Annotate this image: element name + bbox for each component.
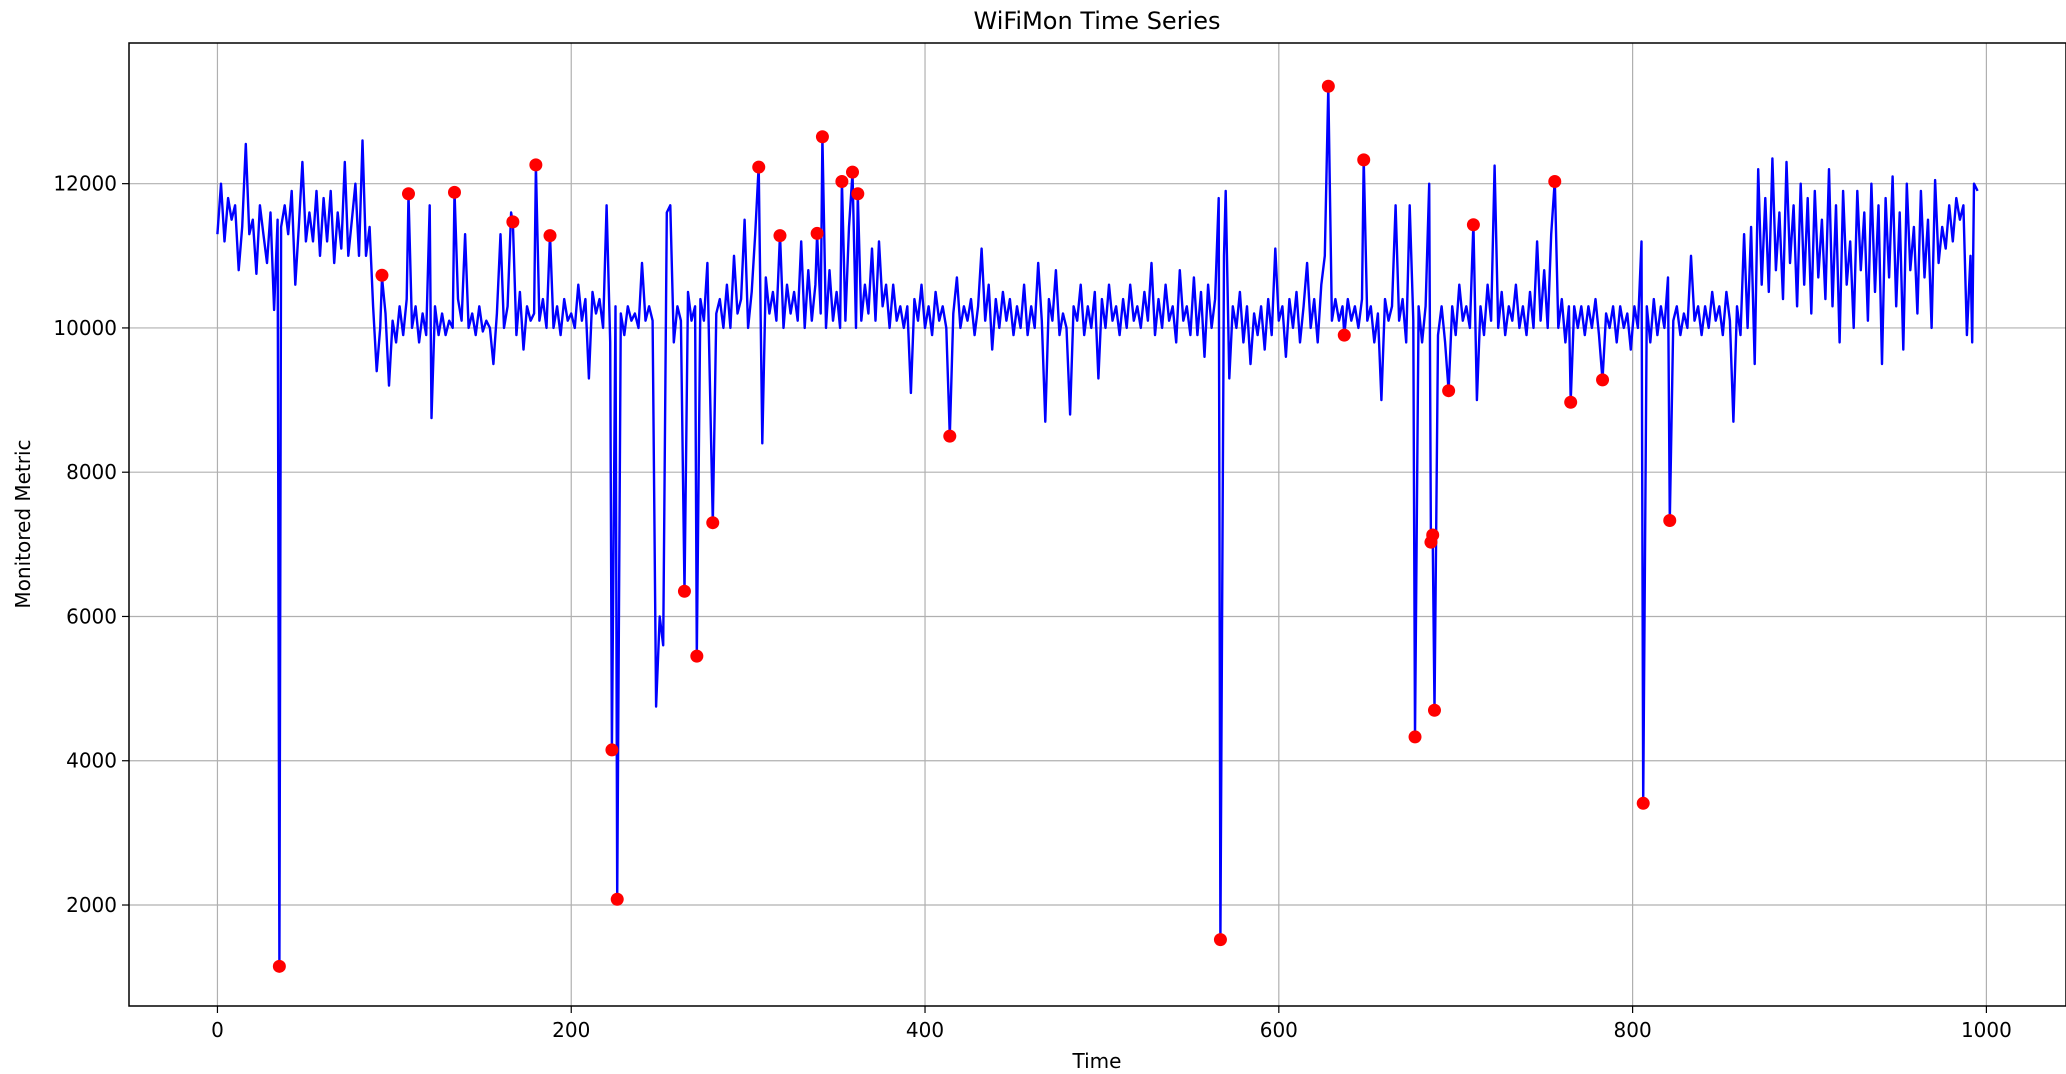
anomaly-point — [810, 226, 824, 240]
x-tick-label: 400 — [906, 1018, 944, 1042]
anomaly-markers — [272, 79, 1677, 973]
anomaly-point — [1442, 384, 1456, 398]
y-tick-label: 10000 — [53, 316, 117, 340]
x-axis-ticks: 0 200 400 600 800 1000 — [211, 1006, 2012, 1042]
anomaly-point — [1596, 373, 1610, 387]
plot-frame — [128, 42, 2066, 1007]
grid-lines — [129, 43, 2066, 1006]
series-layer — [216, 85, 1979, 968]
anomaly-point — [605, 743, 619, 757]
anomaly-point — [610, 892, 624, 906]
anomaly-point — [1408, 730, 1422, 744]
x-tick-label: 800 — [1614, 1018, 1652, 1042]
x-tick-label: 1000 — [1961, 1018, 2012, 1042]
y-axis-label: Monitored Metric — [11, 439, 35, 608]
series-line — [216, 85, 1979, 968]
anomaly-point — [835, 174, 849, 188]
anomaly-point — [846, 165, 860, 179]
anomaly-point — [1321, 79, 1335, 93]
y-tick-label: 4000 — [66, 749, 117, 773]
y-tick-label: 2000 — [66, 893, 117, 917]
anomaly-point — [1564, 395, 1578, 409]
y-tick-label: 12000 — [53, 172, 117, 196]
anomaly-point — [543, 229, 557, 243]
anomaly-point — [1636, 796, 1650, 810]
y-tick-label: 6000 — [66, 604, 117, 628]
anomaly-point — [447, 185, 461, 199]
x-axis-label: Time — [1072, 1049, 1122, 1073]
anomaly-point — [401, 187, 415, 201]
anomaly-point — [1466, 218, 1480, 232]
anomaly-point — [1663, 514, 1677, 528]
anomaly-point — [1426, 528, 1440, 542]
anomaly-point — [851, 187, 865, 201]
anomaly-point — [529, 158, 543, 172]
anomaly-point — [375, 268, 389, 282]
anomaly-point — [1337, 328, 1351, 342]
anomaly-point — [706, 516, 720, 530]
anomaly-point — [1213, 933, 1227, 947]
anomaly-point — [1427, 703, 1441, 717]
x-tick-label: 200 — [552, 1018, 590, 1042]
x-tick-label: 0 — [211, 1018, 224, 1042]
anomaly-point — [272, 959, 286, 973]
anomaly-point — [690, 649, 704, 663]
anomaly-point — [1357, 153, 1371, 167]
anomaly-point — [752, 160, 766, 174]
anomaly-point — [773, 229, 787, 243]
anomaly-point — [943, 429, 957, 443]
anomaly-point — [506, 215, 520, 229]
x-tick-label: 600 — [1260, 1018, 1298, 1042]
anomaly-point — [1548, 174, 1562, 188]
anomaly-point — [815, 130, 829, 144]
y-tick-label: 8000 — [66, 460, 117, 484]
anomaly-point — [677, 584, 691, 598]
chart-title: WiFiMon Time Series — [974, 7, 1221, 35]
y-axis-ticks: 2000 4000 6000 8000 10000 12000 — [53, 172, 129, 917]
